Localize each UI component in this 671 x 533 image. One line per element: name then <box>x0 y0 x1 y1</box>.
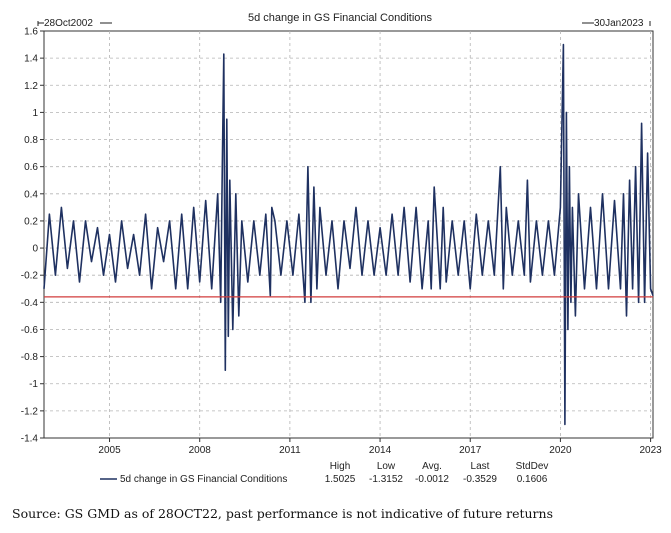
x-tick-label: 2020 <box>549 445 572 456</box>
x-axis: 2005 2008 2011 2014 2017 2020 2023 <box>98 438 662 456</box>
legend-series-name: 5d change in GS Financial Conditions <box>120 474 287 485</box>
y-tick-label: -1.2 <box>21 406 39 417</box>
y-tick-label: 1 <box>32 108 38 119</box>
y-tick-label: 1.2 <box>24 81 38 92</box>
y-tick-label: -0.4 <box>21 298 39 309</box>
y-tick-label: 0.6 <box>24 162 38 173</box>
y-tick-label: 0 <box>32 244 38 255</box>
stat-value-avg: -0.0012 <box>415 474 449 485</box>
x-tick-label: 2023 <box>639 445 662 456</box>
stat-header-high: High <box>330 461 351 472</box>
y-tick-label: -1 <box>29 379 38 390</box>
x-tick-label: 2008 <box>189 445 212 456</box>
stat-header-stddev: StdDev <box>516 461 549 472</box>
y-tick-label: -1.4 <box>21 434 39 445</box>
stat-value-last: -0.3529 <box>463 474 497 485</box>
chart-title: 5d change in GS Financial Conditions <box>248 12 433 24</box>
y-tick-label: -0.8 <box>21 352 39 363</box>
y-tick-label: 0.8 <box>24 135 38 146</box>
stat-value-high: 1.5025 <box>325 474 356 485</box>
y-tick-label: 1.6 <box>24 27 38 38</box>
stat-header-last: Last <box>471 461 490 472</box>
start-date-marker: 28Oct2002 <box>37 18 112 29</box>
stat-header-low: Low <box>377 461 396 472</box>
chart-figure: 1.6 1.4 1.2 1 0.8 0.6 0.4 0.2 0 -0.2 -0.4 -0.6 -0.8 -… <box>21 12 662 485</box>
gridlines <box>44 31 653 438</box>
y-tick-label: 1.4 <box>24 54 38 65</box>
series-line <box>43 43 654 426</box>
x-tick-label: 2005 <box>98 445 121 456</box>
plot-frame <box>43 30 654 439</box>
series-group <box>43 43 654 426</box>
y-tick-label: -0.2 <box>21 271 39 282</box>
y-axis: 1.6 1.4 1.2 1 0.8 0.6 0.4 0.2 0 -0.2 -0.4 -0.6 -0.8 -… <box>21 27 44 445</box>
legend-stats: 5d change in GS Financial Conditions Hig… <box>100 461 548 485</box>
stat-value-low: -1.3152 <box>369 474 403 485</box>
stat-header-avg: Avg. <box>422 461 442 472</box>
y-tick-label: 0.2 <box>24 216 38 227</box>
y-tick-label: -0.6 <box>21 325 39 336</box>
stat-value-stddev: 0.1606 <box>517 474 548 485</box>
y-tick-label: 0.4 <box>24 189 38 200</box>
source-note: Source: GS GMD as of 28OCT22, past perfo… <box>12 506 553 521</box>
x-tick-label: 2017 <box>459 445 482 456</box>
x-tick-label: 2014 <box>369 445 392 456</box>
x-tick-label: 2011 <box>279 445 301 456</box>
start-date-label: 28Oct2002 <box>44 18 93 29</box>
end-date-label: 30Jan2023 <box>594 18 644 29</box>
end-date-marker: 30Jan2023 <box>582 18 651 29</box>
